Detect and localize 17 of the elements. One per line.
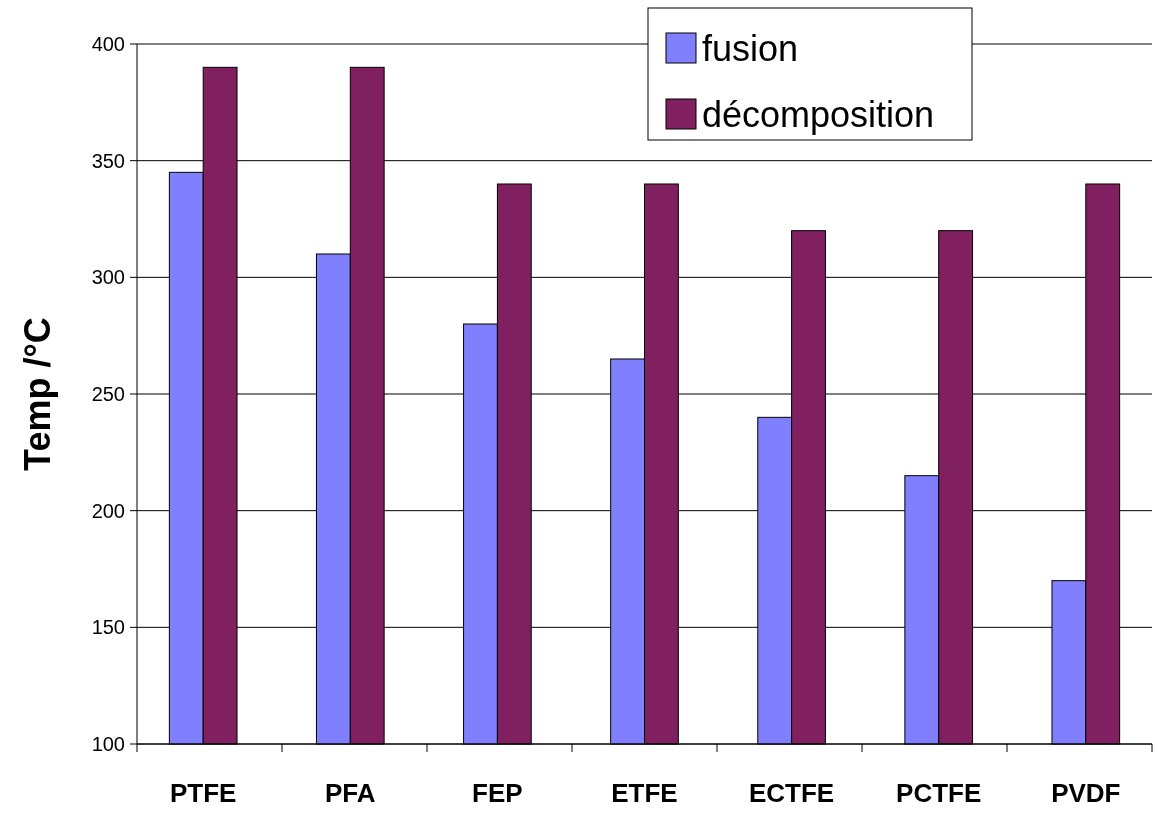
x-tick-label: PFA <box>325 778 376 808</box>
x-tick-label: PTFE <box>169 778 237 808</box>
x-tick-label: PCTFE <box>896 778 982 808</box>
legend-label: décomposition <box>702 93 935 135</box>
x-tick-label: PVDF <box>1051 778 1121 808</box>
y-tick-label: 100 <box>91 733 125 755</box>
x-tick-label: ETFE <box>611 778 678 808</box>
y-tick-label: 300 <box>91 266 125 289</box>
y-tick-label: 350 <box>91 149 125 172</box>
y-axis-title: Temp /°C <box>17 317 58 471</box>
y-tick-label: 250 <box>91 383 125 405</box>
y-tick-label: 200 <box>91 499 125 522</box>
x-tick-label: FEP <box>472 778 523 808</box>
x-tick-label: ECTFE <box>748 778 835 808</box>
y-tick-label: 400 <box>91 33 125 55</box>
legend-label: fusion <box>702 27 799 69</box>
y-tick-label: 150 <box>91 616 125 639</box>
